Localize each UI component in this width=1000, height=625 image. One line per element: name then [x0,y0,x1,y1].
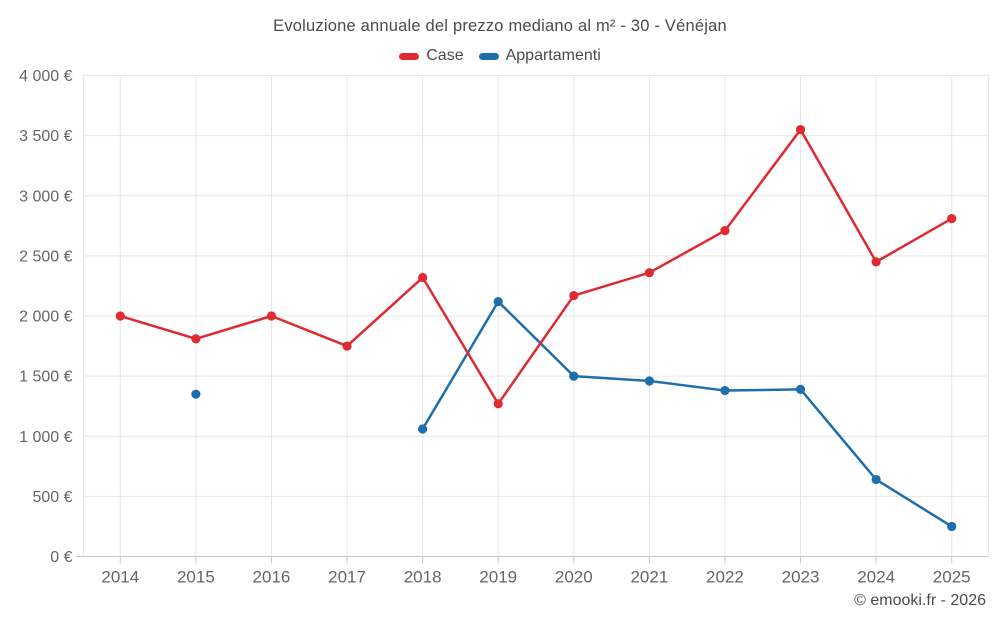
x-tick-label: 2019 [479,568,517,587]
y-tick-label: 2 000 € [19,309,72,326]
x-tick-label: 2023 [782,568,820,587]
x-tick-label: 2014 [101,568,139,587]
data-point-appartamenti-2019[interactable] [493,296,503,307]
y-tick-label: 1 000 € [19,429,72,446]
chart-title: Evoluzione annuale del prezzo mediano al… [273,17,727,35]
data-point-case-2019[interactable] [493,399,503,409]
case-series-swatch-icon [399,52,420,60]
x-tick-label: 2017 [328,568,366,587]
series-appartamenti [191,296,957,532]
data-point-appartamenti-2024[interactable] [871,474,881,485]
x-tick-label: 2015 [177,568,215,587]
data-point-case-2016[interactable] [266,311,277,321]
data-point-case-2025[interactable] [947,213,957,224]
y-tick-label: 500 € [32,489,72,506]
x-tick-label: 2016 [253,568,291,587]
data-point-case-2023[interactable] [795,125,806,135]
data-point-appartamenti-2018[interactable] [418,424,428,434]
y-tick-label: 3 000 € [19,188,72,205]
y-tick-label: 1 500 € [19,369,72,386]
y-tick-label: 3 500 € [19,128,72,145]
data-point-case-2018[interactable] [418,272,428,283]
y-tick-label: 0 € [50,549,72,566]
attribution: © emooki.fr - 2026 [854,592,986,609]
legend-item-case[interactable]: Case [399,47,464,65]
gridlines [83,75,989,557]
x-tick-label: 2022 [706,568,744,587]
x-tick-label: 2025 [933,568,971,587]
x-tick-label: 2020 [555,568,593,587]
series-case [115,125,957,409]
y-tick-label: 4 000 € [19,68,72,85]
legend-item-appartamenti[interactable]: Appartamenti [478,47,601,65]
data-point-case-2015[interactable] [191,334,201,344]
data-point-appartamenti-2023[interactable] [795,384,806,394]
data-point-case-2024[interactable] [871,257,881,267]
data-point-appartamenti-2020[interactable] [569,371,579,381]
data-point-case-2014[interactable] [115,311,125,321]
series-line-case [119,128,953,406]
data-point-case-2021[interactable] [644,268,654,278]
data-point-case-2020[interactable] [569,290,579,301]
x-tick-label: 2018 [404,568,442,587]
data-point-case-2017[interactable] [342,341,352,351]
x-tick-label: 2024 [857,568,895,587]
data-point-appartamenti-2025[interactable] [947,521,957,532]
legend-label-appartamenti: Appartamenti [505,47,601,64]
appartamenti-series-swatch-icon [478,52,499,60]
data-point-appartamenti-2022[interactable] [720,385,730,396]
y-tick-label: 2 500 € [19,248,72,265]
data-point-case-2022[interactable] [720,226,730,236]
series-line-appartamenti [421,300,953,528]
chart-legend: Case Appartamenti [0,47,1000,65]
data-point-appartamenti-2015[interactable] [191,389,201,399]
x-tick-label: 2021 [630,568,668,587]
data-point-appartamenti-2021[interactable] [644,376,654,386]
legend-label-case: Case [426,47,464,64]
